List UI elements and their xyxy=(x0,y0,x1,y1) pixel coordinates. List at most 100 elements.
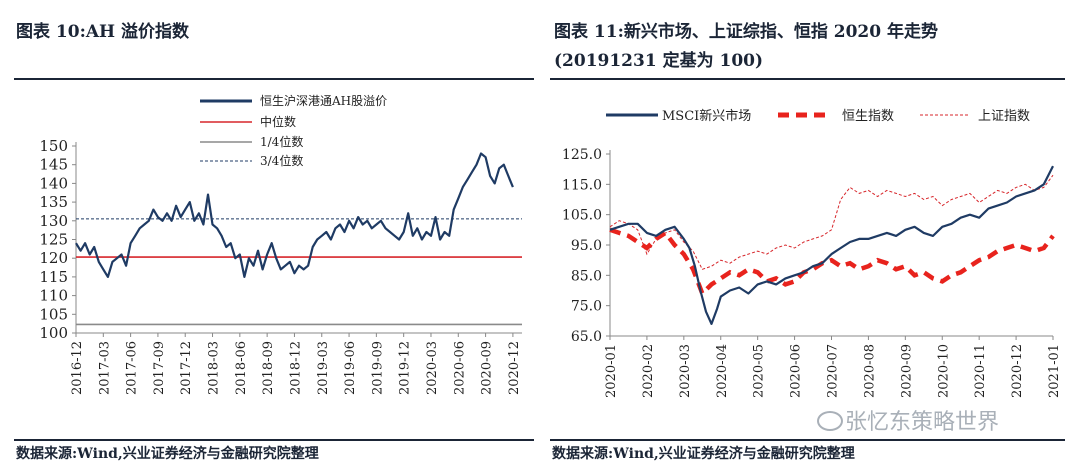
left-x-tick-label-group: 2017-03 xyxy=(97,341,112,395)
left-x-tick-label: 2017-09 xyxy=(152,341,167,395)
right-title-rule xyxy=(550,78,1065,80)
left-x-tick-label: 2018-03 xyxy=(207,341,222,395)
right-x-tick-label: 2020-04 xyxy=(715,344,730,398)
left-x-tick-label-group: 2020-06 xyxy=(452,341,467,395)
right-series-shanghai xyxy=(609,174,1054,270)
left-y-tick-label: 145 xyxy=(39,156,68,174)
left-x-tick-label-group: 2018-09 xyxy=(261,341,276,395)
right-series-msci-em xyxy=(609,165,1054,325)
right-y-tick-label: 85.0 xyxy=(571,268,602,284)
left-x-tick-label-group: 2018-03 xyxy=(207,341,222,395)
left-source: 数据来源:Wind,兴业证券经济与金融研究院整理 xyxy=(16,446,319,462)
left-x-tick-label: 2016-12 xyxy=(70,341,85,395)
left-x-tick-label-group: 2020-03 xyxy=(425,341,440,395)
right-y-tick-label: 65.0 xyxy=(571,329,602,345)
left-x-tick-label-group: 2019-03 xyxy=(316,341,331,395)
right-x-tick-label: 2020-09 xyxy=(899,344,914,398)
left-title-rule xyxy=(14,78,534,80)
left-y-tick-label: 140 xyxy=(39,174,68,192)
right-x-tick-label: 2021-01 xyxy=(1047,344,1062,398)
right-legend-label: MSCI新兴市场 xyxy=(662,108,751,124)
right-x-tick-label-group: 2020-05 xyxy=(752,344,767,398)
left-x-tick-label: 2017-03 xyxy=(97,341,112,395)
right-x-tick-label: 2020-07 xyxy=(826,344,841,398)
right-chart-subtitle: (20191231 定基为 100) xyxy=(554,51,764,71)
right-y-tick-label: 105.0 xyxy=(562,208,602,224)
left-x-tick-label: 2019-09 xyxy=(370,341,385,395)
right-y-tick-label: 115.0 xyxy=(562,177,602,193)
right-x-tick-label-group: 2020-07 xyxy=(826,344,841,398)
left-x-tick-label-group: 2020-12 xyxy=(507,341,522,395)
left-x-tick-label: 2020-12 xyxy=(507,341,522,395)
left-x-tick-label-group: 2019-06 xyxy=(343,341,358,395)
left-y-tick-label: 105 xyxy=(39,305,68,323)
right-x-tick-label: 2020-08 xyxy=(862,344,877,398)
left-x-tick-label: 2019-12 xyxy=(398,341,413,395)
left-x-tick-label-group: 2019-12 xyxy=(398,341,413,395)
left-y-tick-label: 100 xyxy=(39,324,68,342)
left-x-tick-label: 2020-03 xyxy=(425,341,440,395)
right-x-tick-label-group: 2020-02 xyxy=(641,344,656,398)
left-x-tick-label: 2018-06 xyxy=(234,341,249,395)
left-y-tick-label: 130 xyxy=(39,212,68,230)
right-legend-label: 恒生指数 xyxy=(842,109,894,124)
right-x-tick-label: 2020-03 xyxy=(678,344,693,398)
right-x-tick-label-group: 2020-11 xyxy=(973,344,988,398)
right-x-tick-label-group: 2020-06 xyxy=(789,344,804,398)
left-x-tick-label: 2019-06 xyxy=(343,341,358,395)
left-x-tick-label: 2020-09 xyxy=(480,341,495,395)
left-x-tick-label: 2019-03 xyxy=(316,341,331,395)
left-x-tick-label: 2018-12 xyxy=(288,341,303,395)
left-legend-label: 1/4位数 xyxy=(260,134,303,149)
left-x-tick-label-group: 2018-12 xyxy=(288,341,303,395)
right-y-tick-label: 95.0 xyxy=(571,238,602,254)
left-series-ah-premium xyxy=(75,152,514,278)
right-x-tick-label: 2020-05 xyxy=(752,344,767,398)
left-x-tick-label-group: 2017-12 xyxy=(179,341,194,395)
right-source-rule xyxy=(550,439,1065,441)
left-x-tick-label-group: 2017-09 xyxy=(152,341,167,395)
left-legend-label: 3/4位数 xyxy=(260,153,303,168)
right-y-tick-label: 125.0 xyxy=(562,147,602,163)
left-y-tick-label: 115 xyxy=(39,268,68,286)
left-chart-title: 图表 10:AH 溢价指数 xyxy=(16,22,190,42)
left-y-tick-label: 110 xyxy=(39,287,68,305)
wechat-icon xyxy=(817,411,843,431)
right-x-tick-label-group: 2020-03 xyxy=(678,344,693,398)
right-x-tick-label: 2020-12 xyxy=(1010,344,1025,398)
left-y-tick-label: 125 xyxy=(39,231,68,249)
left-x-tick-label: 2018-09 xyxy=(261,341,276,395)
left-legend-label: 中位数 xyxy=(260,114,296,129)
right-x-tick-label: 2020-10 xyxy=(936,344,951,398)
right-x-tick-label-group: 2020-10 xyxy=(936,344,951,398)
right-x-tick-label-group: 2020-04 xyxy=(715,344,730,398)
right-x-tick-label: 2020-06 xyxy=(789,344,804,398)
right-chart-title: 图表 11:新兴市场、上证综指、恒指 2020 年走势 xyxy=(554,22,939,42)
left-x-tick-label-group: 2016-12 xyxy=(70,341,85,395)
left-source-rule xyxy=(14,439,534,441)
right-x-tick-label: 2020-11 xyxy=(973,344,988,398)
left-y-tick-label: 135 xyxy=(39,193,68,211)
right-x-tick-label: 2020-02 xyxy=(641,344,656,398)
right-y-tick-label: 75.0 xyxy=(571,299,602,315)
left-x-tick-label: 2017-06 xyxy=(125,341,140,395)
right-x-tick-label-group: 2020-08 xyxy=(862,344,877,398)
left-y-tick-label: 150 xyxy=(39,137,68,155)
left-x-tick-label-group: 2018-06 xyxy=(234,341,249,395)
right-x-tick-label-group: 2020-09 xyxy=(899,344,914,398)
left-x-tick-label-group: 2020-09 xyxy=(480,341,495,395)
left-x-tick-label-group: 2019-09 xyxy=(370,341,385,395)
left-x-tick-label: 2017-12 xyxy=(179,341,194,395)
right-x-tick-label-group: 2020-12 xyxy=(1010,344,1025,398)
left-x-tick-label-group: 2017-06 xyxy=(125,341,140,395)
right-x-tick-label-group: 2021-01 xyxy=(1047,344,1062,398)
left-legend-label: 恒生沪深港通AH股溢价 xyxy=(260,94,387,108)
watermark: 张忆东策略世界 xyxy=(845,410,1000,435)
right-legend-label: 上证指数 xyxy=(978,109,1030,124)
left-y-tick-label: 120 xyxy=(39,249,68,267)
right-x-tick-label: 2020-01 xyxy=(604,344,619,398)
right-source: 数据来源:Wind,兴业证券经济与金融研究院整理 xyxy=(552,446,855,462)
right-series-hang-seng xyxy=(609,227,1055,298)
left-x-tick-label: 2020-06 xyxy=(452,341,467,395)
